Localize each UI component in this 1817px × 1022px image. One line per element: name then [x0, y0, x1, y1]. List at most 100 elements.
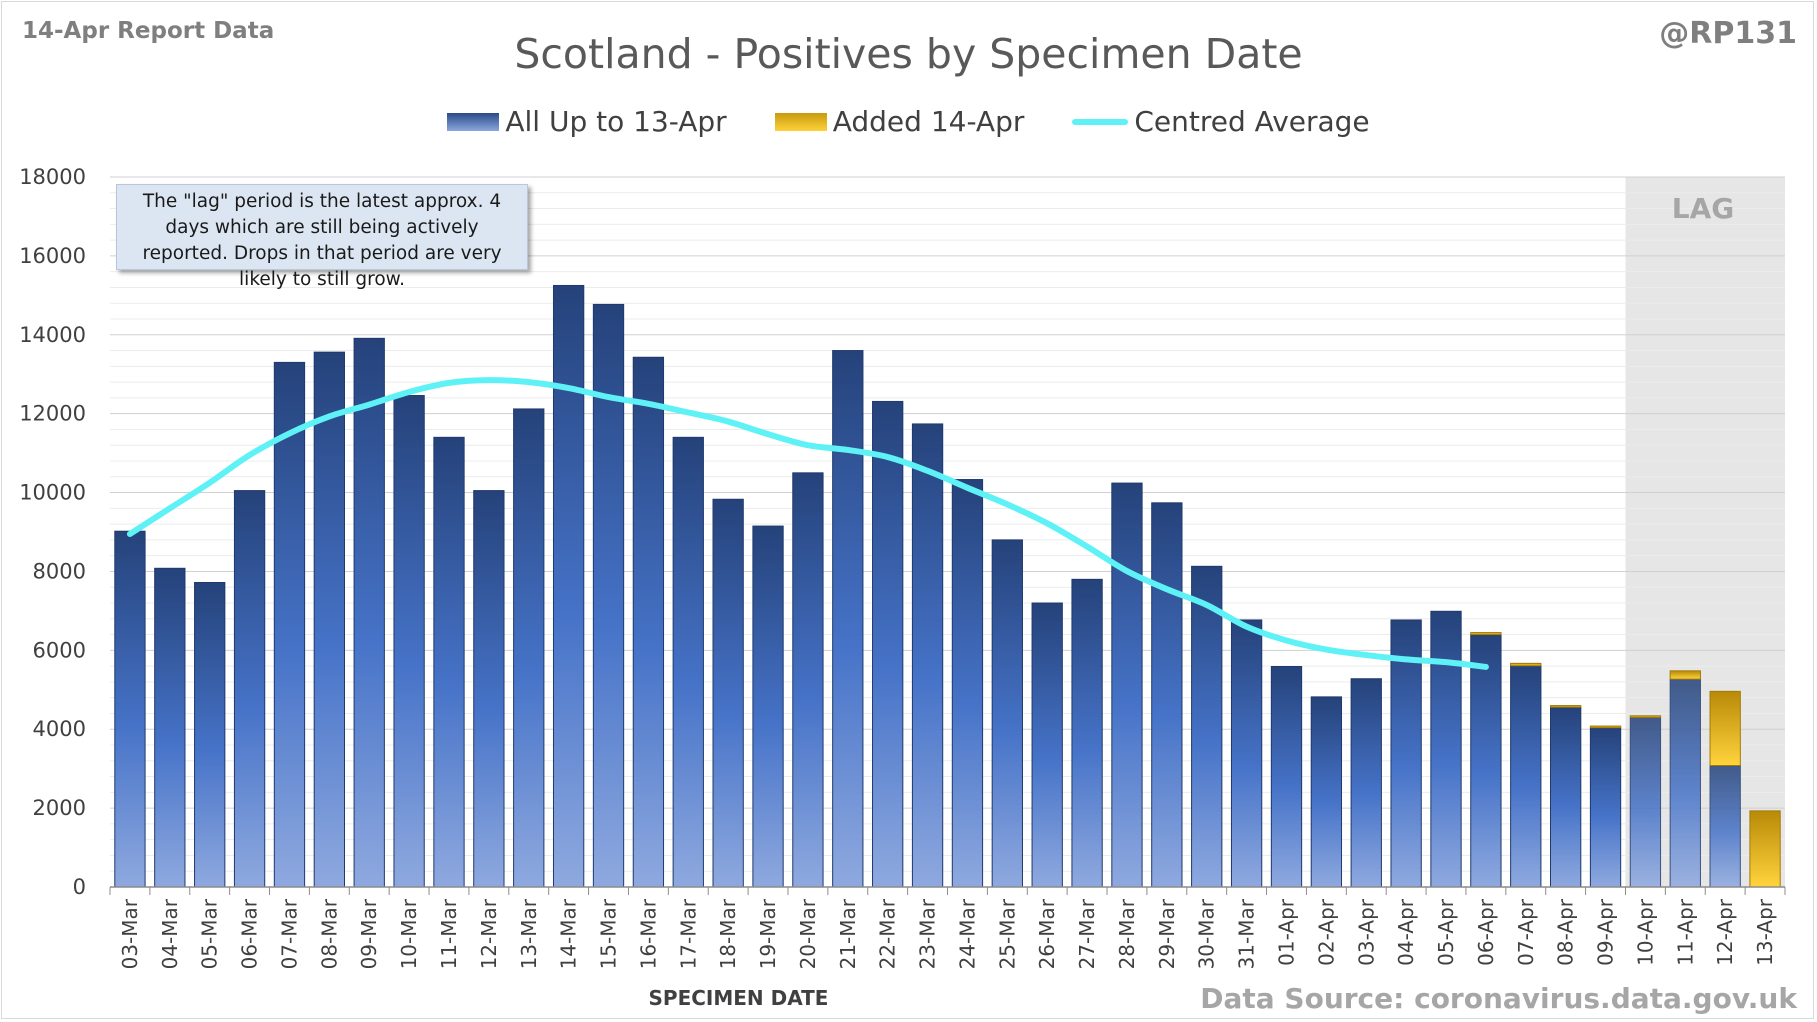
- bar-all-29-Mar: [1151, 502, 1183, 888]
- bar-all-31-Mar: [1230, 619, 1263, 888]
- x-tick-label: 09-Mar: [357, 898, 381, 969]
- bar-all-23-Mar: [911, 423, 944, 888]
- x-tick-label: 23-Mar: [916, 898, 940, 969]
- y-tick-label: 0: [73, 875, 86, 899]
- bar-all-30-Mar: [1191, 565, 1223, 888]
- report-date-label: 14-Apr Report Data: [22, 18, 275, 44]
- bar-all-05-Apr: [1430, 610, 1462, 888]
- x-tick-label: 25-Mar: [995, 898, 1019, 969]
- bar-added-10-Apr: [1629, 715, 1662, 718]
- bar-all-12-Mar: [473, 490, 505, 888]
- legend-item-added: Added 14-Apr: [774, 105, 1025, 138]
- legend-swatch-added: [774, 112, 827, 131]
- x-tick-label: 17-Mar: [676, 898, 700, 969]
- bar-all-10-Mar: [393, 395, 425, 888]
- x-tick-label: 24-Mar: [955, 898, 979, 969]
- bar-all-13-Mar: [513, 408, 545, 888]
- x-tick-label: 05-Mar: [198, 898, 222, 969]
- legend-label-all: All Up to 13-Apr: [505, 105, 727, 138]
- bar-all-10-Apr: [1629, 716, 1662, 888]
- chart-legend: All Up to 13-Apr Added 14-Apr Centred Av…: [0, 105, 1817, 138]
- x-tick-label: 02-Apr: [1314, 898, 1338, 966]
- bar-all-07-Apr: [1510, 665, 1542, 888]
- x-tick-label: 14-Mar: [557, 898, 581, 969]
- bar-added-11-Apr: [1669, 670, 1701, 680]
- bar-all-18-Mar: [712, 498, 744, 888]
- x-axis-title: SPECIMEN DATE: [648, 986, 829, 1010]
- x-tick-label: 28-Mar: [1115, 898, 1139, 969]
- bar-all-02-Apr: [1310, 696, 1343, 888]
- y-tick-label: 12000: [19, 402, 86, 426]
- y-tick-label: 16000: [19, 244, 86, 268]
- bar-all-17-Mar: [672, 436, 704, 888]
- bar-all-03-Apr: [1350, 678, 1382, 888]
- bar-all-26-Mar: [1031, 602, 1063, 888]
- chart-title: Scotland - Positives by Specimen Date: [514, 30, 1303, 78]
- x-tick-label: 05-Apr: [1434, 898, 1458, 966]
- x-tick-label: 09-Apr: [1594, 898, 1618, 966]
- x-tick-label: 11-Mar: [437, 898, 461, 969]
- bar-added-09-Apr: [1589, 725, 1622, 729]
- bar-all-16-Mar: [632, 356, 665, 888]
- x-tick-label: 26-Mar: [1035, 898, 1059, 969]
- x-tick-label: 10-Mar: [397, 898, 421, 969]
- bar-all-28-Mar: [1111, 482, 1143, 888]
- legend-label-added: Added 14-Apr: [832, 105, 1025, 138]
- x-tick-label: 15-Mar: [597, 898, 621, 969]
- x-tick-label: 20-Mar: [796, 898, 820, 969]
- x-tick-label: 29-Mar: [1155, 898, 1179, 969]
- legend-item-average: Centred Average: [1072, 105, 1370, 138]
- x-tick-label: 04-Mar: [158, 898, 182, 969]
- y-tick-label: 18000: [19, 165, 86, 189]
- x-tick-label: 30-Mar: [1195, 898, 1219, 969]
- x-tick-label: 08-Mar: [317, 898, 341, 969]
- bar-all-09-Mar: [353, 337, 385, 888]
- x-tick-label: 04-Apr: [1394, 898, 1418, 966]
- bar-added-08-Apr: [1550, 705, 1582, 708]
- x-tick-label: 13-Apr: [1753, 898, 1777, 966]
- legend-label-average: Centred Average: [1134, 105, 1370, 138]
- x-tick-label: 01-Apr: [1274, 898, 1298, 966]
- x-tick-label: 31-Mar: [1235, 898, 1259, 969]
- x-tick-label: 11-Apr: [1673, 898, 1697, 966]
- legend-swatch-average: [1072, 118, 1129, 125]
- bar-added-13-Apr: [1749, 810, 1781, 888]
- y-tick-label: 10000: [19, 481, 86, 505]
- bar-all-08-Apr: [1550, 706, 1582, 888]
- x-tick-label: 06-Apr: [1474, 898, 1498, 966]
- bar-all-14-Mar: [552, 284, 585, 888]
- x-tick-label: 03-Mar: [118, 898, 142, 969]
- x-tick-label: 12-Apr: [1713, 898, 1737, 966]
- x-tick-label: 22-Mar: [876, 898, 900, 969]
- y-tick-label: 14000: [19, 323, 86, 347]
- bar-all-06-Mar: [233, 490, 266, 888]
- y-tick-label: 2000: [33, 796, 86, 820]
- bar-all-07-Mar: [273, 361, 306, 888]
- bar-all-09-Apr: [1589, 727, 1622, 888]
- x-tick-label: 07-Apr: [1514, 898, 1538, 966]
- bar-all-04-Mar: [154, 567, 186, 888]
- bar-all-20-Mar: [792, 472, 824, 888]
- bar-all-08-Mar: [313, 351, 346, 888]
- y-tick-label: 8000: [33, 559, 86, 583]
- x-tick-label: 06-Mar: [238, 898, 262, 969]
- bar-all-04-Apr: [1390, 619, 1422, 888]
- bar-added-07-Apr: [1510, 662, 1542, 667]
- x-tick-label: 08-Apr: [1554, 898, 1578, 966]
- lag-note-callout: The "lag" period is the latest approx. 4…: [116, 184, 528, 290]
- bar-all-06-Apr: [1470, 634, 1502, 888]
- x-tick-label: 18-Mar: [716, 898, 740, 969]
- bar-all-24-Mar: [951, 479, 984, 888]
- bar-added-12-Apr: [1709, 690, 1741, 767]
- x-tick-label: 21-Mar: [836, 898, 860, 969]
- bar-all-22-Mar: [872, 400, 904, 888]
- bar-all-11-Mar: [433, 436, 465, 888]
- bar-all-03-Mar: [114, 530, 146, 888]
- x-tick-label: 13-Mar: [517, 898, 541, 969]
- bar-all-27-Mar: [1071, 578, 1103, 888]
- x-tick-label: 16-Mar: [636, 898, 660, 969]
- y-tick-label: 4000: [33, 717, 86, 741]
- x-tick-label: 12-Mar: [477, 898, 501, 969]
